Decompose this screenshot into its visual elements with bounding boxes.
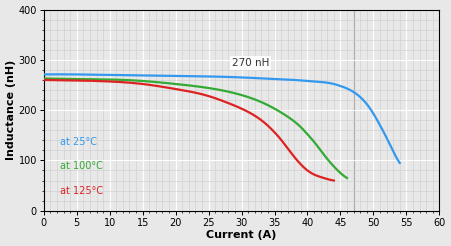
Text: at 25°C: at 25°C <box>60 137 97 147</box>
Text: at 125°C: at 125°C <box>60 185 103 196</box>
Text: at 100°C: at 100°C <box>60 161 102 171</box>
Text: 270 nH: 270 nH <box>232 58 269 68</box>
Y-axis label: Inductance (nH): Inductance (nH) <box>5 60 15 160</box>
X-axis label: Current (A): Current (A) <box>207 231 277 240</box>
